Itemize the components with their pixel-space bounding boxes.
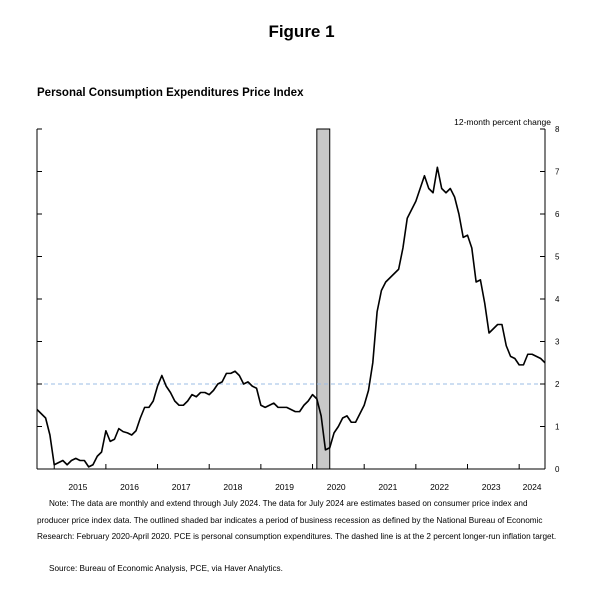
x-tick-label: 2022: [430, 482, 449, 492]
pce-series-line: [37, 166, 545, 468]
y-tick-label: 8: [555, 125, 560, 134]
x-tick-label: 2021: [378, 482, 397, 492]
y-tick-label: 6: [555, 210, 560, 219]
chart-note: Note: The data are monthly and extend th…: [37, 496, 557, 546]
y-axis-label: 12-month percent change: [454, 117, 551, 127]
chart-title: Personal Consumption Expenditures Price …: [37, 87, 304, 99]
note-text: Note: The data are monthly and extend th…: [37, 499, 557, 541]
y-tick-label: 7: [555, 168, 560, 177]
y-tick-label: 4: [555, 295, 560, 304]
x-ticks: 2015 2016 2017 2018 2019 2020 2021 2022 2023 2024: [53, 464, 542, 492]
y-tick-label: 0: [555, 465, 560, 474]
x-tick-label: 2024: [523, 482, 542, 492]
figure-title: Figure 1: [268, 22, 335, 41]
x-tick-label: 2015: [68, 482, 87, 492]
y-tick-label: 5: [555, 253, 560, 262]
y-tick-label: 2: [555, 380, 560, 389]
x-tick-label: 2018: [223, 482, 242, 492]
x-tick-label: 2023: [482, 482, 501, 492]
x-tick-label: 2020: [327, 482, 346, 492]
y-ticks: 0 1 2 3 4 5 6 7 8: [37, 125, 560, 474]
x-tick-label: 2019: [275, 482, 294, 492]
x-tick-label: 2017: [172, 482, 191, 492]
recession-bar: [316, 128, 331, 470]
y-tick-label: 1: [555, 423, 560, 432]
x-tick-label: 2016: [120, 482, 139, 492]
chart-source: Source: Bureau of Economic Analysis, PCE…: [49, 564, 283, 573]
y-tick-label: 3: [555, 338, 560, 347]
